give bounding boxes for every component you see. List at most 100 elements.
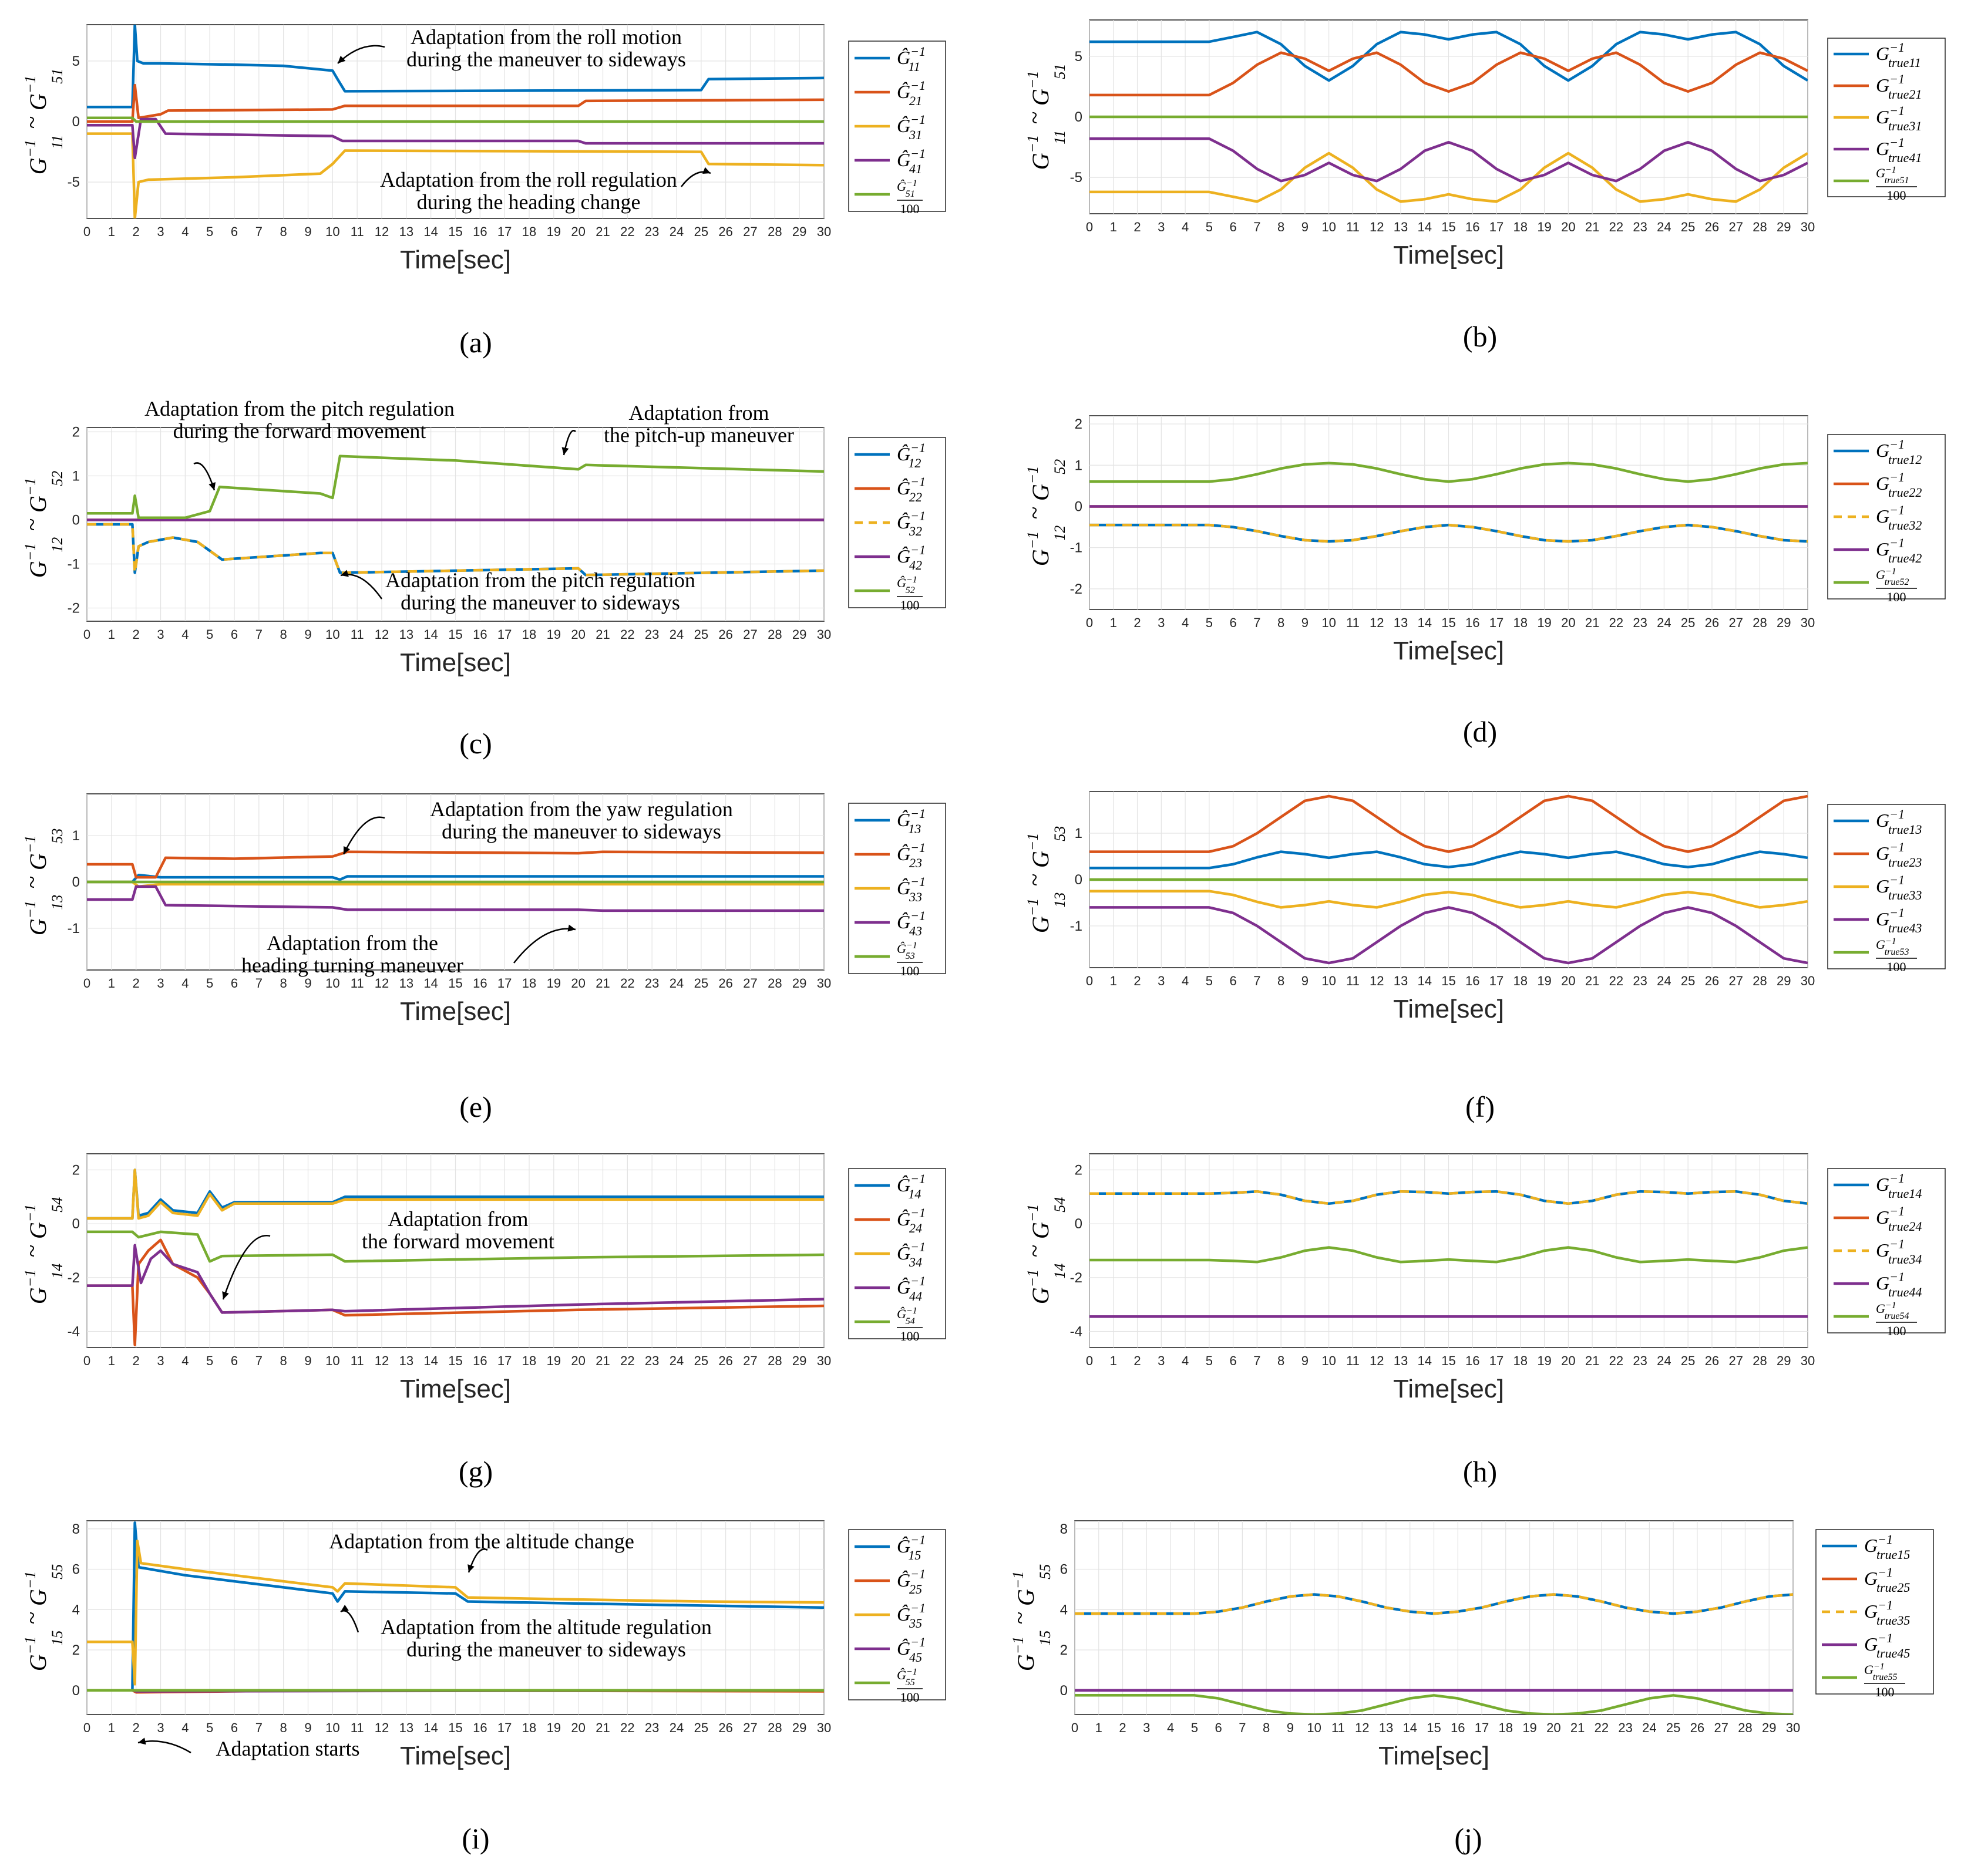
- y-tick-label: 1: [72, 469, 80, 484]
- x-tick-label: 10: [325, 1353, 339, 1368]
- x-tick-label: 27: [1728, 615, 1743, 630]
- legend-sub: true15: [1876, 1547, 1910, 1562]
- y-tick-label: 2: [72, 425, 80, 440]
- legend-sym: Ĝ: [897, 1535, 910, 1557]
- x-tick-label: 8: [280, 224, 287, 239]
- series-group: [87, 1521, 824, 1694]
- series-line-21: [1089, 51, 1808, 97]
- y-axis-label: G−1 14 ~ G−1 54: [19, 1197, 66, 1305]
- legend-sub: true45: [1876, 1646, 1910, 1661]
- x-tick-label: 9: [304, 627, 311, 642]
- x-tick-label: 5: [1206, 615, 1213, 630]
- legend-label: Ĝ−1 35: [897, 1601, 926, 1631]
- x-tick-label: 3: [157, 976, 164, 991]
- y-axis-label-part: 15: [1037, 1631, 1054, 1646]
- x-axis-label: Time[sec]: [1393, 636, 1504, 665]
- annotation-text: during the maneuver to sideways: [406, 1638, 686, 1661]
- y-axis-label-part: ~: [1021, 868, 1048, 892]
- legend-sym: Ĝ: [897, 1174, 910, 1195]
- x-tick-label: 21: [1585, 1353, 1599, 1368]
- y-axis-label-part: ~: [1021, 501, 1048, 526]
- legend-sub: 12: [908, 456, 921, 470]
- y-axis-label-part: 12: [1051, 526, 1068, 541]
- legend-sup: −1: [910, 908, 926, 923]
- x-tick-label: 19: [1537, 220, 1551, 234]
- x-tick-label: 18: [522, 1353, 536, 1368]
- x-tick-label: 2: [133, 627, 140, 642]
- panel-f: 0 1 2 3 4 5 6 7 8 9 10 11 12 13 14 15 16 17 18 19 20 21 22 23 24…: [1021, 791, 1946, 1123]
- annotation-text: Adaptation from: [388, 1207, 529, 1231]
- legend-label: G−1 true41: [1876, 135, 1922, 165]
- x-tick-label: 2: [1134, 615, 1141, 630]
- x-tick-label: 27: [1714, 1720, 1728, 1735]
- legend-sym: Ĝ: [897, 843, 910, 864]
- x-tick-label: 5: [1206, 1353, 1213, 1368]
- x-tick-label: 11: [1346, 615, 1360, 630]
- y-axis-label: G−1 12 ~ G−1 52: [19, 471, 66, 578]
- x-tick-label: 22: [1609, 1353, 1623, 1368]
- x-tick-label: 22: [1595, 1720, 1609, 1735]
- legend-label: Ĝ−1 52: [897, 575, 917, 595]
- y-axis-label-part: G: [25, 1654, 51, 1671]
- legend-label: Ĝ−1 45: [897, 1635, 926, 1665]
- annotation-arrow-head: [208, 482, 216, 490]
- x-tick-label: 21: [596, 1720, 610, 1735]
- annotation-text: the forward movement: [362, 1230, 554, 1253]
- y-axis-label: G−1 13 ~ G−1 53: [1021, 826, 1068, 934]
- x-tick-label: 7: [1253, 220, 1260, 234]
- legend-sup: −1: [906, 575, 917, 585]
- x-tick-label: 7: [1253, 615, 1260, 630]
- legend-label: Ĝ−1 11: [897, 44, 924, 74]
- legend-sym: G: [1876, 1240, 1889, 1261]
- x-tick-label: 2: [133, 976, 140, 991]
- y-axis-label-part: G: [25, 496, 51, 513]
- x-tick-label: 2: [133, 1353, 140, 1368]
- legend-label: G−1 true34: [1876, 1237, 1922, 1267]
- x-tick-label: 20: [1561, 974, 1575, 988]
- y-tick-label: 0: [1075, 499, 1082, 514]
- x-tick-label: 4: [1167, 1720, 1174, 1735]
- x-tick-label: 1: [1110, 615, 1117, 630]
- x-tick-label: 2: [133, 224, 140, 239]
- legend-sub: 42: [909, 558, 922, 572]
- x-tick-label: 16: [473, 1720, 487, 1735]
- x-tick-label: 0: [1086, 220, 1093, 234]
- y-tick-label: -4: [68, 1324, 80, 1340]
- x-tick-label: 5: [1206, 220, 1213, 234]
- x-tick-label: 30: [817, 224, 831, 239]
- x-tick-label: 10: [325, 627, 339, 642]
- x-tick-label: 7: [255, 224, 263, 239]
- x-tick-label: 25: [694, 1720, 708, 1735]
- x-tick-label: 18: [1513, 1353, 1528, 1368]
- x-tick-label: 18: [1513, 974, 1528, 988]
- x-axis-label: Time[sec]: [1393, 1375, 1504, 1403]
- annotation-text: the pitch-up maneuver: [604, 423, 794, 447]
- x-tick-label: 1: [1095, 1720, 1102, 1735]
- x-tick-label: 7: [1253, 1353, 1260, 1368]
- legend-frac-den: 100: [1887, 590, 1906, 604]
- y-axis-label-part: 55: [49, 1564, 66, 1579]
- legend-sym: Ĝ: [897, 1208, 910, 1230]
- x-tick-label: 19: [1537, 974, 1551, 988]
- legend-sym: Ĝ: [897, 1242, 910, 1264]
- y-axis-label-part: G: [1027, 484, 1054, 501]
- x-tick-label: 25: [694, 1353, 708, 1368]
- y-axis-label-part: −1: [1024, 136, 1041, 153]
- x-tick-label: 15: [448, 1720, 462, 1735]
- x-tick-label: 29: [792, 224, 806, 239]
- y-axis-label-part: G: [25, 157, 51, 174]
- annotation-text: Adaptation from the roll regulation: [380, 168, 677, 191]
- y-axis-label-part: ~: [1007, 1606, 1033, 1631]
- legend-label: G−1 true21: [1876, 72, 1922, 102]
- y-axis-label-part: 11: [1051, 130, 1068, 144]
- y-tick-label: 4: [72, 1602, 80, 1618]
- legend-sym: G: [1864, 1601, 1878, 1622]
- x-tick-label: 28: [768, 1353, 782, 1368]
- legend-sub: true14: [1888, 1186, 1922, 1201]
- x-tick-label: 15: [448, 224, 462, 239]
- y-axis-label: G−1 12 ~ G−1 52: [1021, 459, 1068, 567]
- panel-caption: (g): [459, 1455, 493, 1488]
- x-tick-label: 9: [304, 1353, 311, 1368]
